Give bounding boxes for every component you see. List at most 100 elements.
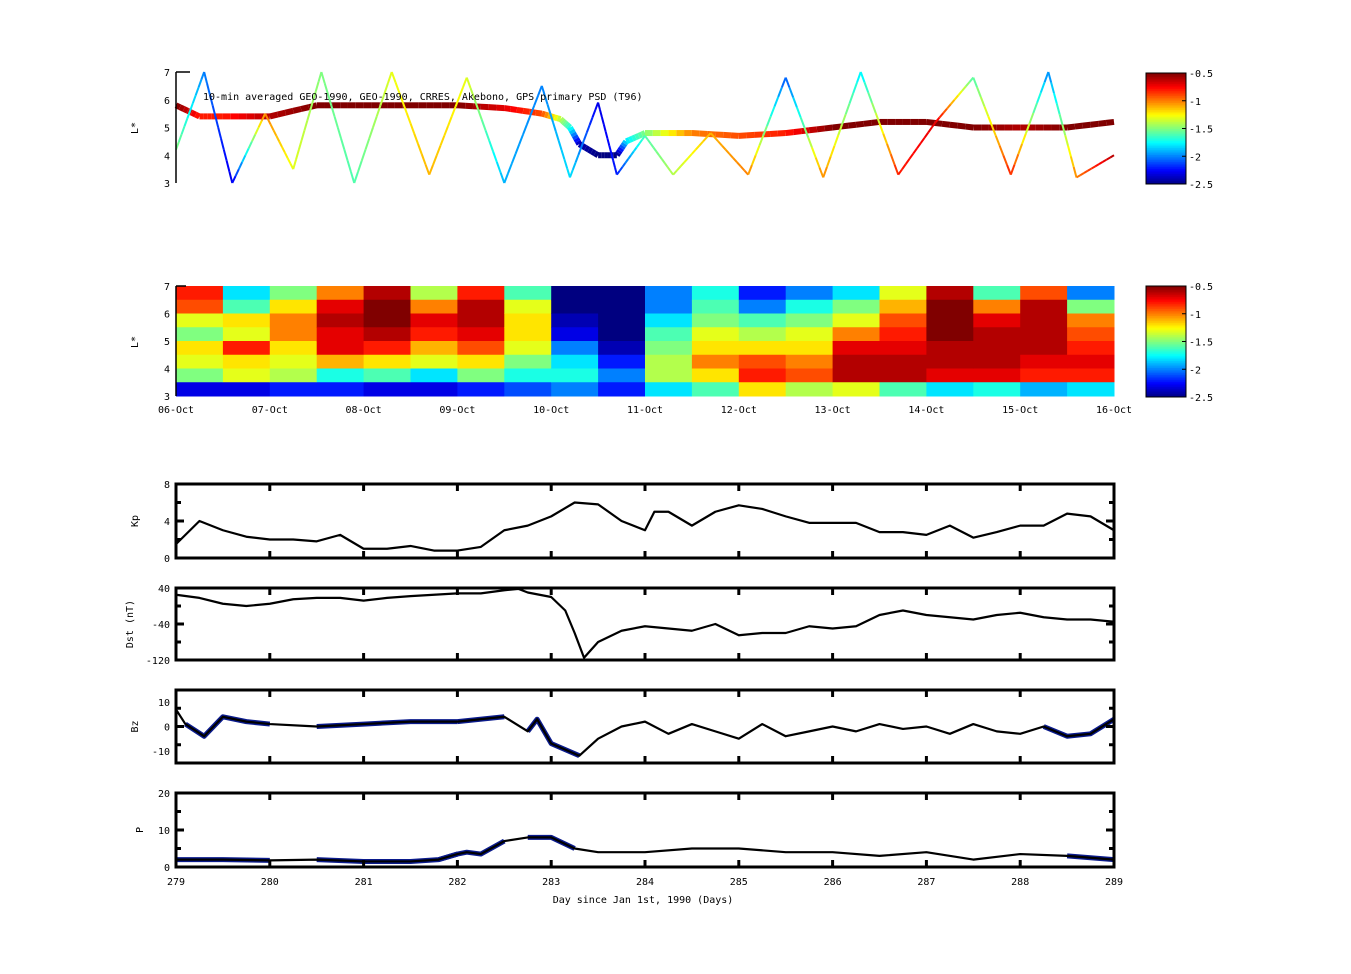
thin-trace-segment — [1036, 92, 1042, 104]
thin-trace-segment — [375, 104, 382, 117]
heatmap-cell — [598, 299, 646, 314]
thin-trace-segment — [773, 96, 780, 108]
colorbar-swatch — [1146, 358, 1186, 362]
x-tick-label: 280 — [261, 877, 279, 888]
heatmap-cell — [316, 286, 365, 301]
colorbar-swatch — [1146, 73, 1186, 76]
colorbar-swatch — [1146, 292, 1186, 296]
thin-trace-segment — [1083, 169, 1089, 174]
colorbar-swatch — [1146, 83, 1186, 86]
thin-trace-segment — [281, 146, 286, 153]
colorbar-swatch — [1146, 301, 1186, 304]
thin-trace-segment — [228, 171, 234, 184]
thin-trace-segment — [717, 140, 723, 147]
thin-trace-segment — [278, 140, 283, 148]
heatmap-cell — [504, 327, 552, 342]
thin-trace-segment — [330, 105, 336, 117]
heatmap-cell — [457, 299, 505, 314]
thin-trace-segment — [597, 102, 601, 110]
thin-trace-segment — [942, 107, 948, 114]
thin-trace-segment — [1043, 71, 1050, 83]
colorbar-swatch — [1146, 388, 1186, 391]
thin-trace-segment — [309, 100, 314, 112]
colorbar-swatch — [1146, 391, 1186, 395]
colorbar-swatch — [1146, 130, 1186, 133]
thick-trace-segment — [614, 151, 621, 157]
heatmap-cell — [738, 368, 787, 383]
heatmap-cell — [410, 341, 458, 356]
heatmap-cell — [269, 382, 318, 397]
thin-trace-segment — [495, 161, 502, 173]
heatmap-cell — [691, 354, 740, 369]
colorbar-swatch — [1146, 310, 1186, 313]
heatmap-cell — [551, 313, 599, 328]
thin-trace-segment — [784, 77, 791, 88]
thin-trace-segment — [477, 108, 483, 121]
heatmap-cell — [645, 341, 693, 356]
thin-trace-segment — [781, 77, 787, 88]
thin-trace-segment — [747, 164, 753, 176]
heatmap-cell — [738, 313, 787, 328]
colorbar-swatch — [1146, 145, 1186, 149]
thick-trace-segment — [178, 104, 186, 112]
thin-trace-segment — [856, 71, 862, 83]
thick-trace-segment — [634, 133, 640, 140]
colorbar-swatch — [1146, 119, 1186, 123]
thin-trace-segment — [852, 82, 858, 94]
thick-trace-segment — [584, 145, 591, 153]
thin-trace-segment — [1072, 166, 1078, 178]
heatmap-cell — [645, 327, 693, 342]
y-tick-label: 0 — [164, 554, 170, 565]
colorbar-swatch — [1146, 395, 1186, 398]
thin-trace-segment — [580, 139, 585, 148]
heatmap-cell — [457, 382, 505, 397]
thick-trace-segment — [300, 104, 310, 112]
thin-trace-segment — [197, 79, 203, 88]
colorbar-swatch — [1146, 329, 1186, 332]
heatmap-cell — [785, 341, 834, 356]
thick-trace-segment — [563, 121, 569, 127]
colorbar-swatch — [1146, 95, 1186, 98]
thin-trace-segment — [627, 154, 632, 160]
colorbar-swatch — [1146, 369, 1186, 372]
heatmap-cell — [973, 341, 1021, 356]
thin-trace-segment — [306, 110, 312, 121]
thin-trace-segment — [979, 96, 986, 108]
colorbar-swatch — [1146, 175, 1186, 178]
y-tick-label: -120 — [146, 656, 170, 667]
heatmap-cell — [973, 354, 1021, 369]
thin-trace-segment — [220, 138, 225, 150]
thin-trace-segment — [543, 94, 549, 105]
colorbar-swatch — [1146, 79, 1186, 83]
thin-trace-segment — [998, 145, 1005, 156]
thin-trace-segment — [272, 129, 278, 137]
thin-trace-segment — [777, 86, 783, 98]
heatmap-cell — [879, 286, 927, 301]
colorbar-swatch — [1146, 381, 1186, 384]
thick-trace-segment — [590, 148, 597, 156]
heatmap-cell — [363, 341, 411, 356]
colorbar-swatch — [1146, 317, 1186, 320]
thin-trace-segment — [632, 146, 638, 152]
heatmap-cell — [1020, 286, 1068, 301]
thick-trace-segment — [793, 128, 802, 136]
thin-trace-segment — [938, 112, 945, 119]
colorbar-swatch — [1146, 100, 1186, 103]
colorbar-swatch — [1146, 355, 1186, 358]
colorbar-swatch — [1146, 161, 1186, 164]
colorbar-swatch — [1146, 154, 1186, 157]
thin-trace-segment — [340, 138, 346, 150]
thin-trace-segment — [867, 92, 873, 104]
heatmap-cell — [879, 368, 927, 383]
colorbar-swatch — [1146, 86, 1186, 90]
thick-trace-segment — [808, 126, 818, 134]
thin-trace-segment — [814, 157, 821, 168]
thick-trace-segment — [593, 150, 600, 158]
heatmap-cell — [926, 299, 974, 314]
heatmap-cell — [785, 382, 834, 397]
highlight-segment — [525, 716, 581, 758]
heatmap-cell — [1067, 382, 1115, 397]
colorbar-swatch — [1146, 365, 1186, 369]
heatmap-cell — [926, 368, 974, 383]
heatmap-cell — [176, 354, 224, 369]
